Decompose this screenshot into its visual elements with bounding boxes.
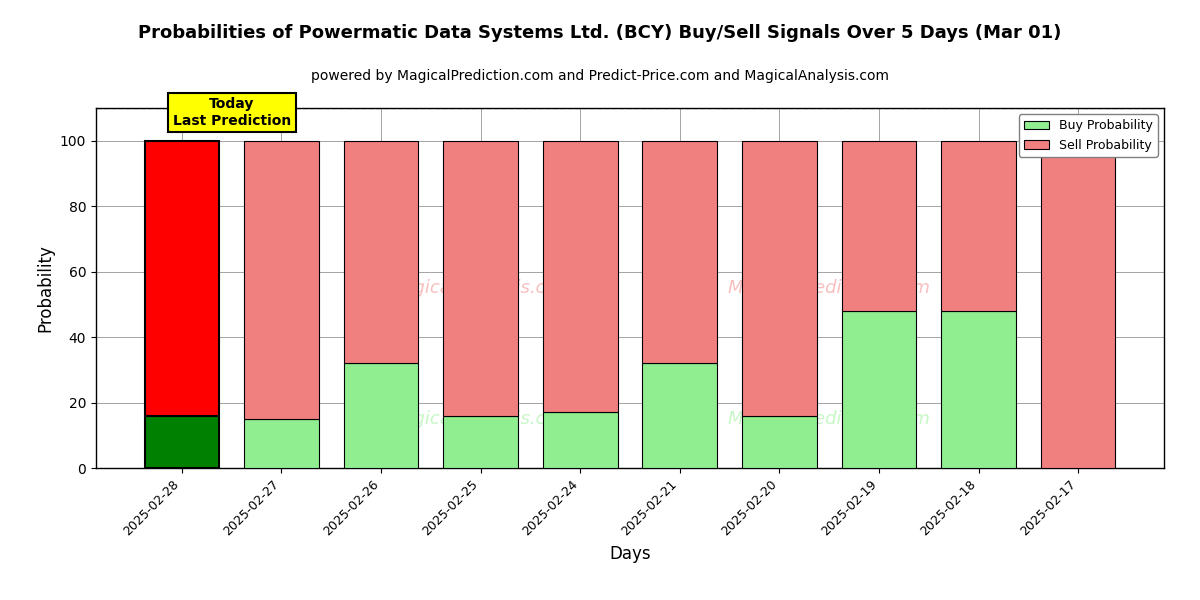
- Text: MagicalAnalysis.com: MagicalAnalysis.com: [388, 279, 574, 297]
- Text: MagicalPrediction.com: MagicalPrediction.com: [727, 410, 930, 428]
- Text: Probabilities of Powermatic Data Systems Ltd. (BCY) Buy/Sell Signals Over 5 Days: Probabilities of Powermatic Data Systems…: [138, 24, 1062, 42]
- Bar: [642, 363, 718, 468]
- Y-axis label: Probability: Probability: [36, 244, 54, 332]
- Bar: [841, 311, 917, 468]
- Bar: [1040, 141, 1116, 468]
- Bar: [642, 141, 718, 363]
- Text: MagicalPrediction.com: MagicalPrediction.com: [727, 279, 930, 297]
- Bar: [343, 363, 419, 468]
- Bar: [244, 419, 319, 468]
- X-axis label: Days: Days: [610, 545, 650, 563]
- Bar: [343, 141, 419, 363]
- Bar: [841, 141, 917, 311]
- Bar: [742, 416, 817, 468]
- Bar: [742, 141, 817, 416]
- Bar: [144, 416, 220, 468]
- Text: Today
Last Prediction: Today Last Prediction: [173, 97, 290, 128]
- Bar: [244, 141, 319, 419]
- Bar: [443, 141, 518, 416]
- Text: powered by MagicalPrediction.com and Predict-Price.com and MagicalAnalysis.com: powered by MagicalPrediction.com and Pre…: [311, 69, 889, 83]
- Text: MagicalAnalysis.com: MagicalAnalysis.com: [388, 410, 574, 428]
- Bar: [941, 141, 1016, 311]
- Bar: [542, 141, 618, 412]
- Legend: Buy Probability, Sell Probability: Buy Probability, Sell Probability: [1019, 114, 1158, 157]
- Bar: [144, 141, 220, 416]
- Bar: [941, 311, 1016, 468]
- Bar: [542, 412, 618, 468]
- Bar: [443, 416, 518, 468]
